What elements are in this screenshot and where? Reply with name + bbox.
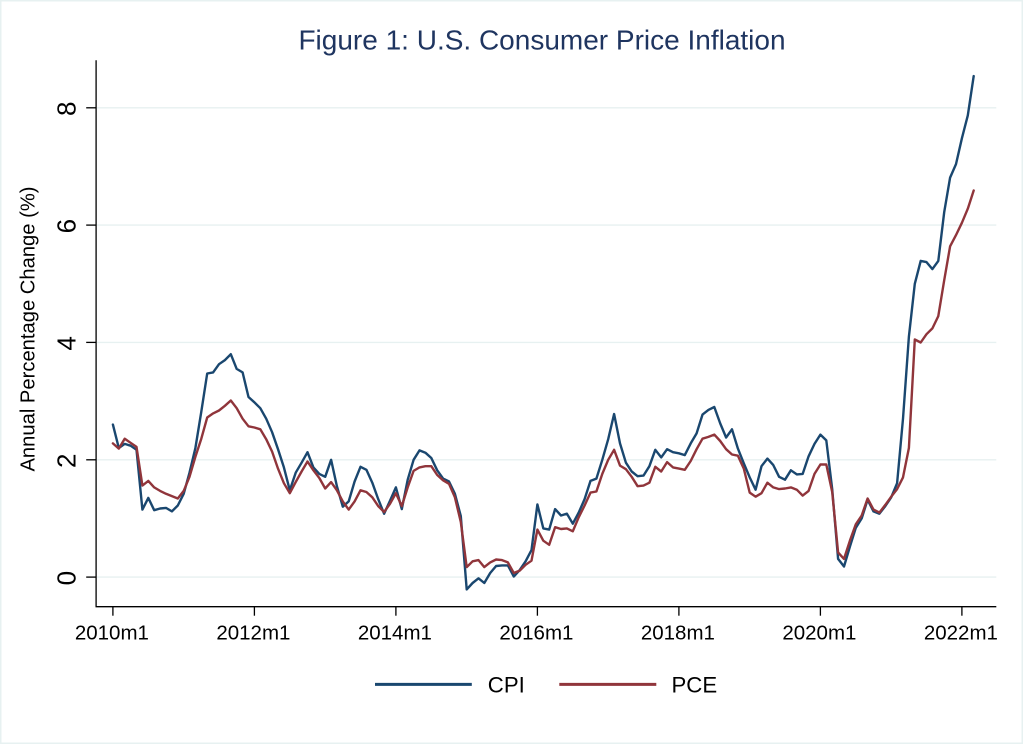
svg-text:4: 4 xyxy=(51,336,81,350)
svg-text:2: 2 xyxy=(51,454,81,468)
svg-text:2010m1: 2010m1 xyxy=(75,622,149,645)
svg-text:Annual Percentage Change (%): Annual Percentage Change (%) xyxy=(17,186,39,471)
svg-text:0: 0 xyxy=(51,571,81,585)
svg-text:6: 6 xyxy=(51,219,81,233)
svg-text:2020m1: 2020m1 xyxy=(782,622,856,645)
svg-text:8: 8 xyxy=(51,102,81,116)
svg-text:2012m1: 2012m1 xyxy=(216,622,290,645)
svg-text:2018m1: 2018m1 xyxy=(641,622,715,645)
svg-text:Figure 1: U.S. Consumer Price: Figure 1: U.S. Consumer Price Inflation xyxy=(298,25,785,56)
svg-text:PCE: PCE xyxy=(672,673,718,698)
svg-text:CPI: CPI xyxy=(488,673,525,698)
svg-text:2022m1: 2022m1 xyxy=(924,622,998,645)
svg-text:2016m1: 2016m1 xyxy=(499,622,573,645)
svg-text:2014m1: 2014m1 xyxy=(358,622,432,645)
